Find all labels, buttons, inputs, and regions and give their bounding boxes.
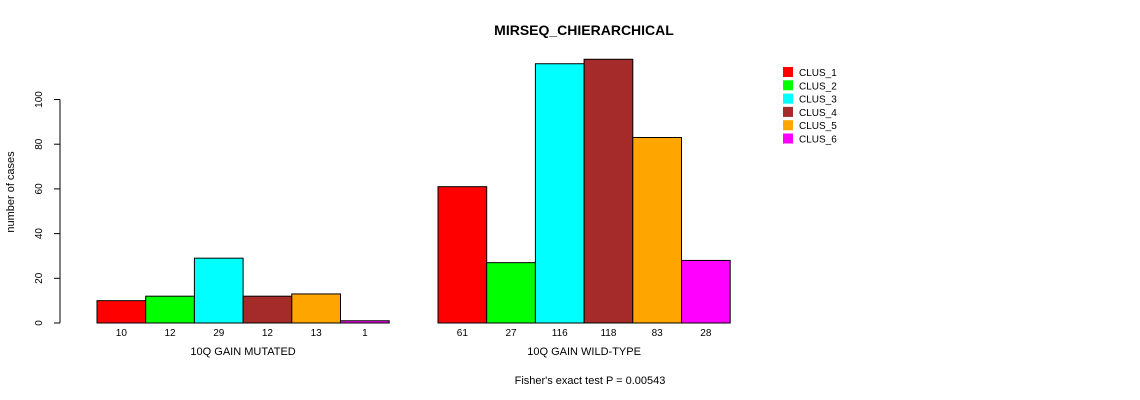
bar-count-label: 13 — [311, 328, 323, 339]
bar-clus-2 — [145, 295, 195, 324]
bar-count-label: 61 — [457, 328, 469, 339]
bar-clus-2 — [486, 262, 536, 324]
legend-label: CLUS_1 — [799, 68, 837, 79]
bar-clus-6 — [681, 259, 731, 324]
bar-count-label: 1 — [362, 328, 368, 339]
bar-clus-3 — [193, 257, 244, 324]
y-axis-label: number of cases — [5, 151, 17, 233]
bar-clus-4 — [583, 58, 634, 324]
y-axis: 0 20 40 60 80 100 — [34, 91, 61, 326]
y-tick-label: 0 — [34, 320, 45, 326]
legend-label: CLUS_4 — [799, 108, 837, 119]
bar-count-label: 27 — [505, 328, 517, 339]
bar-count-label: 10 — [116, 328, 128, 339]
legend-swatch — [783, 93, 793, 104]
bar-count-label: 28 — [700, 328, 712, 339]
bar-count-label: 29 — [213, 328, 225, 339]
legend-swatch — [783, 80, 793, 91]
bar-clus-4 — [242, 295, 293, 324]
legend-swatch — [783, 67, 793, 77]
legend-swatch — [783, 133, 793, 144]
bar-clus-5 — [632, 136, 682, 324]
bar-clus-1 — [437, 186, 488, 324]
y-tick-label: 20 — [34, 272, 45, 284]
legend: CLUS_1 CLUS_2 CLUS_3 CLUS_4 CLUS_5 CLUS_6 — [783, 67, 837, 146]
y-tick-label: 80 — [34, 138, 45, 150]
bar-count-label: 12 — [164, 328, 176, 339]
bar-clus-5 — [291, 293, 341, 324]
bars-layer: 10 12 29 12 13 1 10Q GAIN MUTATED 61 27 116 118 83 2… — [96, 58, 731, 358]
legend-swatch — [783, 106, 793, 117]
bar-count-label: 12 — [262, 328, 274, 339]
legend-label: CLUS_2 — [799, 81, 837, 92]
bar-count-label: 118 — [600, 328, 616, 339]
bar-count-label: 83 — [652, 328, 664, 339]
footnote-pvalue: Fisher's exact test P = 0.00543 — [515, 375, 666, 387]
bar-count-label: 116 — [552, 328, 568, 339]
legend-label: CLUS_5 — [799, 121, 837, 132]
legend-label: CLUS_3 — [799, 95, 837, 106]
group-label: 10Q GAIN WILD-TYPE — [527, 346, 641, 358]
legend-swatch — [783, 120, 793, 131]
chart-title: MIRSEQ_CHIERARCHICAL — [494, 22, 674, 38]
y-tick-label: 60 — [34, 183, 45, 195]
bar-clus-6 — [340, 320, 390, 324]
y-tick-label: 40 — [34, 228, 45, 240]
group-label: 10Q GAIN MUTATED — [190, 346, 295, 358]
bar-clus-1 — [96, 300, 147, 324]
legend-label: CLUS_6 — [799, 135, 837, 146]
bar-clus-3 — [534, 63, 585, 324]
y-tick-label: 100 — [34, 91, 45, 108]
